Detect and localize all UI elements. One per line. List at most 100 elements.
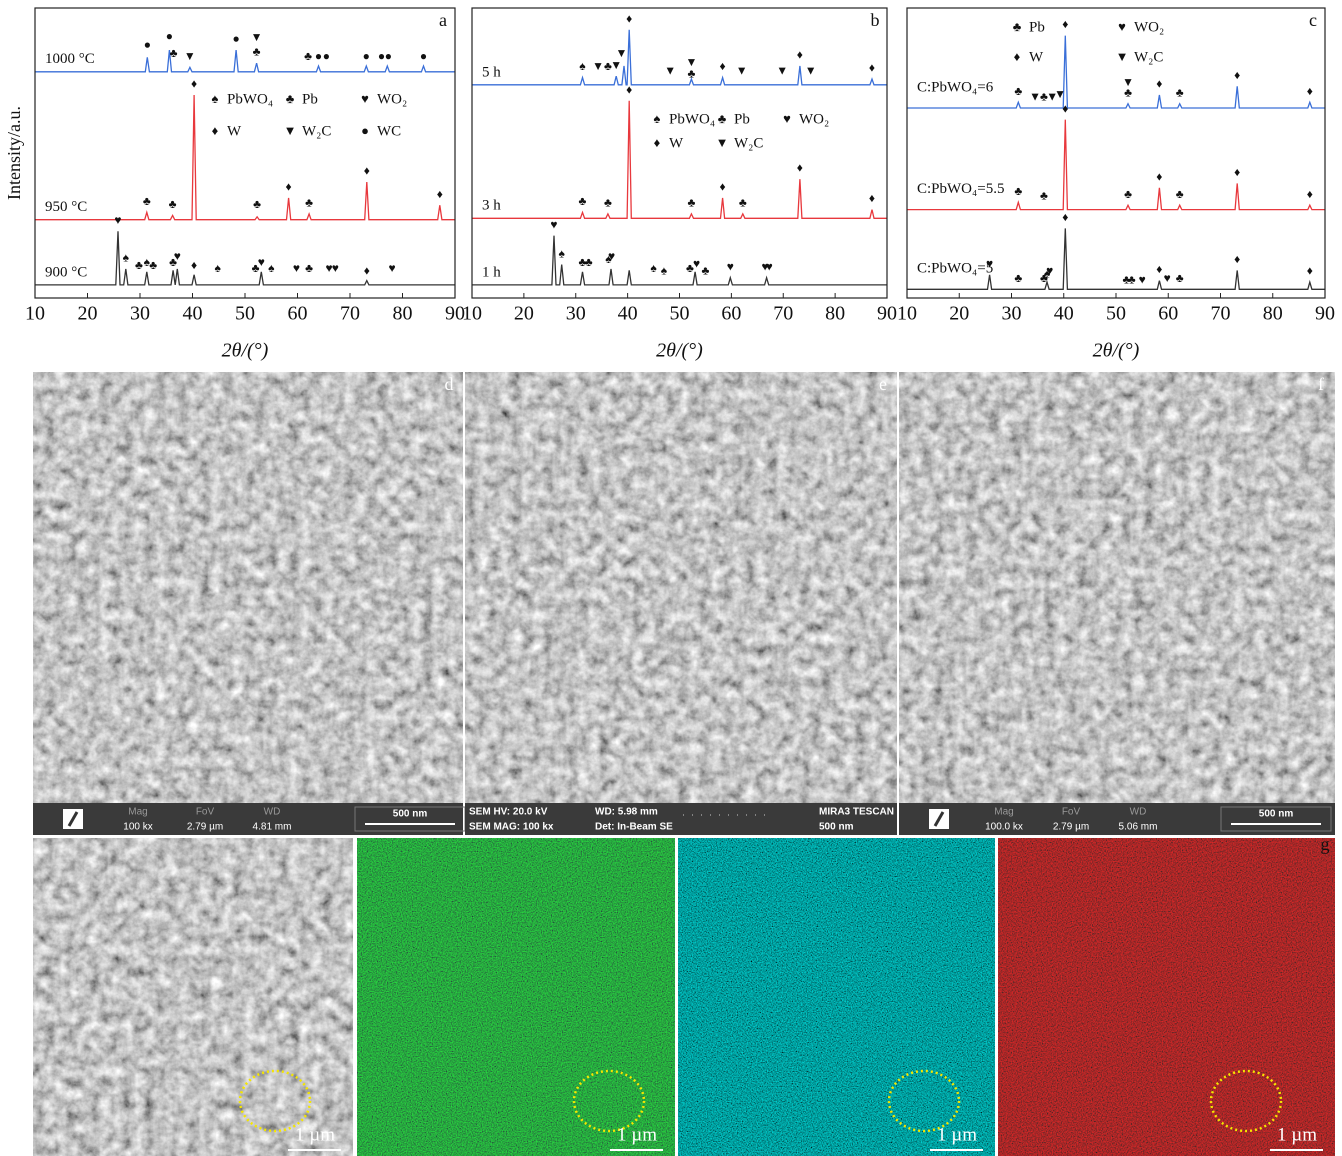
x-tick-label: 10	[25, 303, 45, 325]
peak-marker: ♣	[253, 197, 261, 211]
series-label: C:PbWO₄=5.5	[917, 181, 1004, 197]
peak-marker: ●	[166, 29, 173, 43]
legend-symbol: ♣	[718, 111, 727, 126]
legend-symbol: ♦	[212, 123, 219, 138]
legend-symbol: ▼	[716, 135, 729, 150]
panel-label: d	[445, 374, 454, 394]
x-tick-label: 80	[393, 303, 413, 325]
peak-marker: ♣	[585, 255, 593, 269]
x-tick-label: 70	[340, 303, 360, 325]
eds-map	[33, 838, 353, 1156]
legend-label: W₂C	[1134, 49, 1163, 65]
x-tick-label: 60	[721, 303, 741, 325]
peak-marker: ▼	[184, 49, 196, 63]
peak-marker: ♣	[579, 194, 587, 208]
info-key: Mag	[994, 807, 1013, 818]
legend-label: PbWO₄	[227, 91, 273, 107]
x-axis-label: 2θ/(°)	[222, 340, 269, 362]
peak-marker: ♦	[191, 258, 197, 272]
peak-marker: ●	[232, 32, 239, 46]
legend-symbol: ♥	[361, 91, 369, 106]
peak-marker: ♣	[739, 196, 747, 210]
legend-symbol: ♠	[654, 111, 661, 126]
scale-label: 1 µm	[937, 1124, 977, 1145]
legend-symbol: ♠	[212, 91, 219, 106]
info-text: MIRA3 TESCAN	[819, 807, 894, 818]
peak-marker: ♣	[169, 197, 177, 211]
peak-marker: ♦	[364, 264, 370, 278]
peak-marker: ♦	[626, 11, 632, 25]
series-label: 1000 °C	[45, 51, 95, 67]
xrd-trace	[35, 231, 455, 285]
peak-marker: ♦	[286, 180, 292, 194]
legend-label: Pb	[734, 111, 750, 127]
scale-label: 1 µm	[617, 1124, 657, 1145]
legend-label: PbWO₄	[669, 111, 715, 127]
legend-label: WO₂	[377, 91, 407, 107]
series-label: 900 °C	[45, 264, 87, 280]
peak-marker: ▼	[615, 46, 627, 60]
peak-marker: ♠	[215, 261, 222, 275]
panel-label: b	[871, 10, 880, 30]
x-tick-label: 90	[1315, 303, 1335, 325]
info-key: Mag	[128, 807, 147, 818]
peak-marker: ♥	[174, 249, 181, 263]
y-axis-label: Intensity/a.u.	[4, 106, 24, 200]
peak-marker: ♦	[719, 59, 725, 73]
peak-marker: ♦	[1234, 252, 1240, 266]
legend-symbol: ▼	[284, 123, 297, 138]
peak-marker: ♣	[304, 49, 312, 63]
x-tick-label: 90	[877, 303, 897, 325]
peak-marker: ♥	[258, 255, 265, 269]
peak-marker: ♣	[143, 194, 151, 208]
peak-marker: ♥	[1139, 272, 1146, 286]
peak-marker: ♦	[626, 82, 632, 96]
legend-symbol: ♦	[654, 135, 661, 150]
peak-marker: ♦	[719, 180, 725, 194]
peak-marker: ♥	[986, 256, 993, 270]
peak-marker: ♣	[1176, 187, 1184, 201]
peak-marker: ♦	[797, 48, 803, 62]
panel-label: g	[1321, 834, 1330, 854]
peak-marker: ♥	[388, 261, 395, 275]
scale-label: 1 µm	[1277, 1124, 1317, 1145]
plot-frame	[472, 8, 887, 298]
peak-marker: ♦	[1307, 84, 1313, 98]
peak-marker: ♦	[1156, 262, 1162, 276]
x-tick-label: 10	[462, 303, 482, 325]
peak-marker: ♦	[1234, 68, 1240, 82]
peak-marker: ▼	[1054, 87, 1066, 101]
info-text: Det: In-Beam SE	[595, 822, 673, 833]
info-value: 2.79 µm	[187, 822, 223, 833]
x-tick-label: 50	[670, 303, 690, 325]
panel-label: a	[439, 10, 447, 30]
peak-marker: ♥	[693, 256, 700, 270]
plot-frame	[35, 8, 455, 298]
peak-marker: ▼	[776, 64, 788, 78]
peak-marker: ♠	[579, 59, 586, 73]
peak-marker: ♣	[1176, 271, 1184, 285]
sem-image	[465, 372, 897, 835]
peak-marker: ♠	[268, 261, 275, 275]
peak-marker: ▼	[805, 64, 817, 78]
x-tick-label: 30	[566, 303, 586, 325]
series-label: 5 h	[482, 64, 501, 80]
peak-marker: ♣	[1128, 272, 1136, 286]
info-key: WD	[1130, 807, 1147, 818]
peak-marker: ♦	[1062, 210, 1068, 224]
legend-label: WC	[377, 123, 401, 139]
info-text: 500 nm	[819, 822, 854, 833]
x-tick-label: 60	[1158, 303, 1178, 325]
info-value: 2.79 µm	[1053, 822, 1089, 833]
peak-marker: ♦	[1062, 17, 1068, 31]
xrd-trace	[472, 236, 887, 285]
x-tick-label: 40	[618, 303, 638, 325]
series-label: 1 h	[482, 264, 501, 280]
info-key: WD	[264, 807, 281, 818]
peak-marker: ▼	[736, 64, 748, 78]
xrd-trace	[907, 228, 1325, 289]
legend-symbol: ♦	[1014, 49, 1021, 64]
info-value: 5.06 mm	[1119, 822, 1158, 833]
peak-marker: ♥	[114, 213, 121, 227]
x-tick-label: 80	[1263, 303, 1283, 325]
